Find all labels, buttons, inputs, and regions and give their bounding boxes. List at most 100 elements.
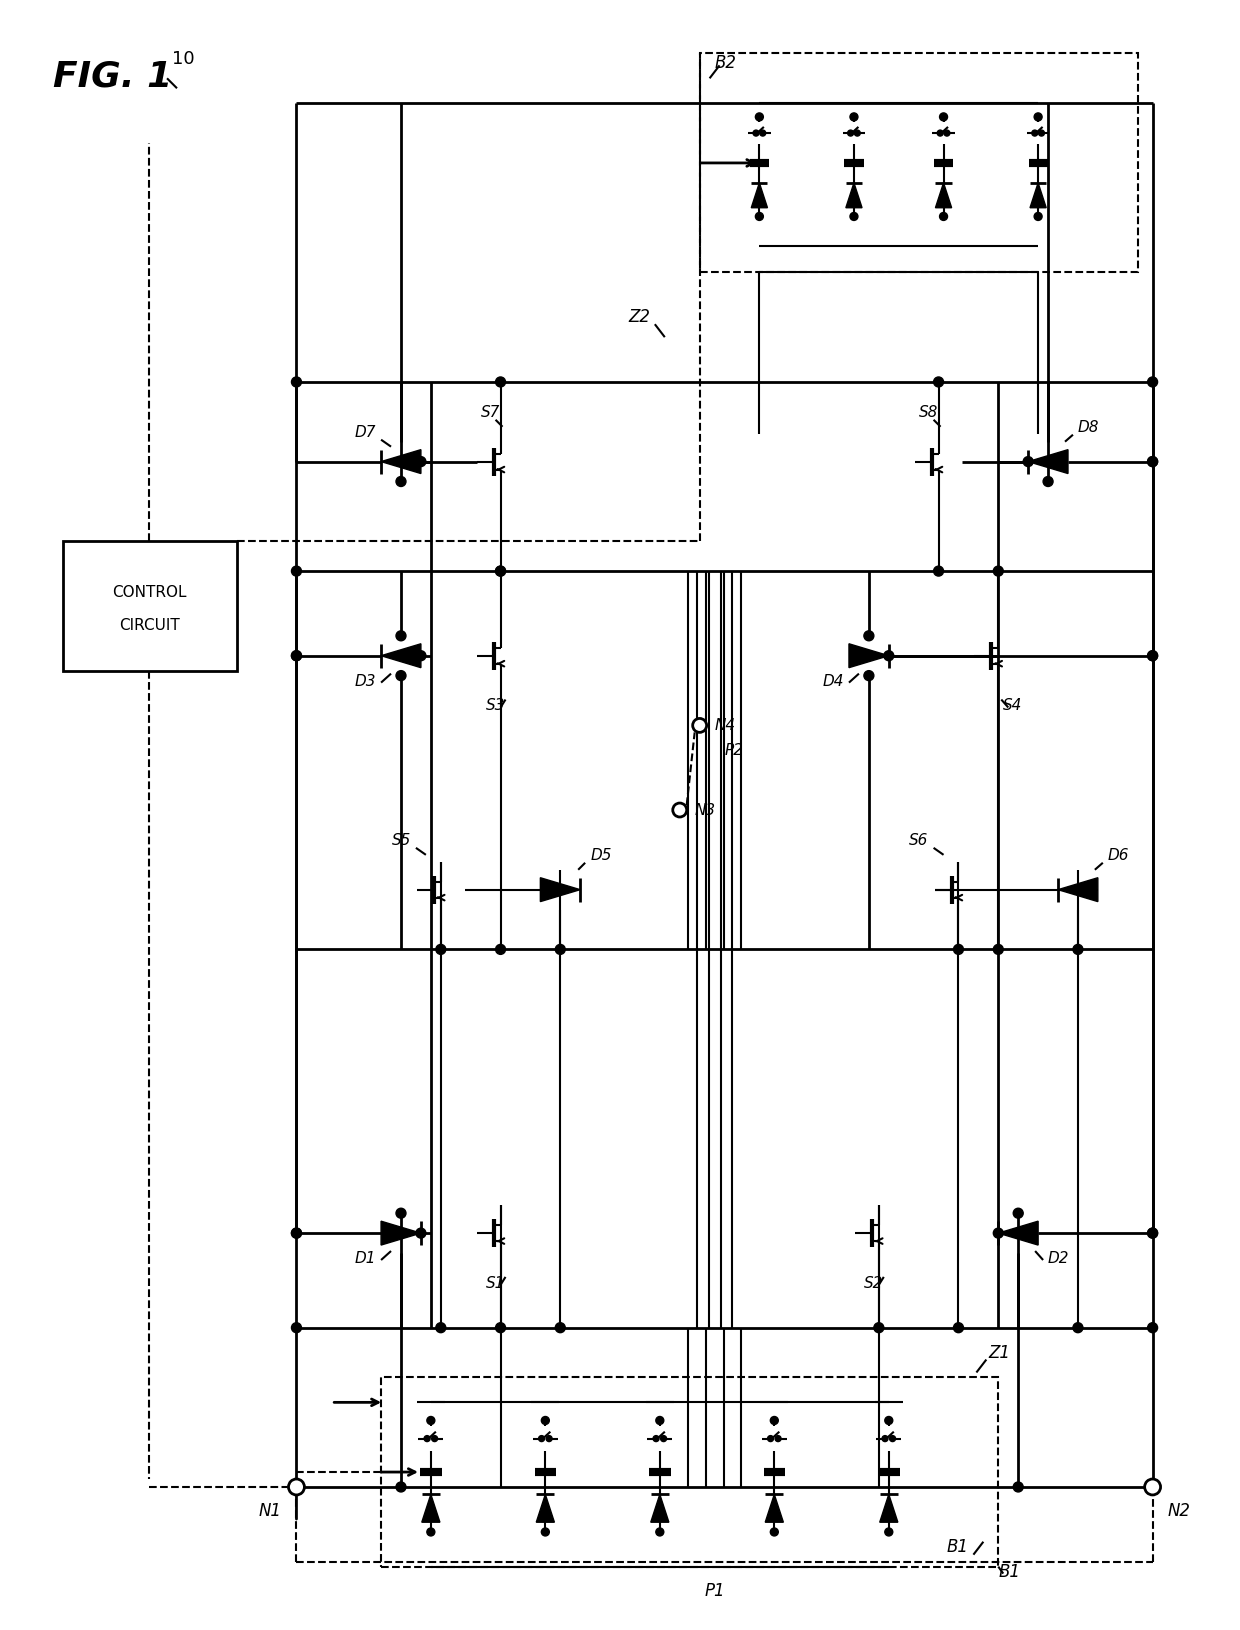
Circle shape — [993, 566, 1003, 575]
Circle shape — [496, 1322, 506, 1333]
Circle shape — [496, 377, 506, 386]
Circle shape — [661, 1436, 667, 1441]
Circle shape — [760, 130, 766, 135]
Circle shape — [427, 1416, 435, 1425]
Circle shape — [1013, 1208, 1023, 1218]
Circle shape — [415, 456, 425, 466]
Circle shape — [653, 1436, 658, 1441]
Circle shape — [291, 1227, 301, 1239]
Text: CIRCUIT: CIRCUIT — [119, 618, 180, 632]
Text: D2: D2 — [1048, 1250, 1070, 1267]
Circle shape — [854, 130, 861, 135]
Circle shape — [1034, 112, 1042, 121]
Circle shape — [289, 1478, 305, 1495]
Circle shape — [885, 1527, 893, 1535]
Circle shape — [1148, 456, 1158, 466]
Polygon shape — [651, 1495, 668, 1522]
Text: N3: N3 — [694, 802, 715, 818]
Circle shape — [556, 1322, 565, 1333]
Circle shape — [496, 566, 506, 575]
Text: P1: P1 — [704, 1581, 725, 1599]
Circle shape — [542, 1416, 549, 1425]
Circle shape — [884, 650, 894, 660]
Circle shape — [396, 1208, 405, 1218]
Text: B1: B1 — [946, 1537, 968, 1555]
Circle shape — [1034, 212, 1042, 220]
Polygon shape — [935, 183, 951, 207]
Circle shape — [432, 1436, 438, 1441]
Circle shape — [770, 1416, 779, 1425]
Circle shape — [415, 650, 425, 660]
Circle shape — [889, 1436, 895, 1441]
Circle shape — [427, 1527, 435, 1535]
Circle shape — [496, 944, 506, 955]
Circle shape — [1023, 456, 1033, 466]
Circle shape — [934, 377, 944, 386]
Polygon shape — [536, 1495, 554, 1522]
Circle shape — [753, 130, 759, 135]
Circle shape — [656, 1416, 663, 1425]
Circle shape — [1073, 1322, 1083, 1333]
Circle shape — [1148, 1227, 1158, 1239]
Circle shape — [940, 112, 947, 121]
Circle shape — [864, 670, 874, 681]
Circle shape — [496, 566, 506, 575]
Polygon shape — [381, 450, 420, 474]
Circle shape — [291, 1322, 301, 1333]
Polygon shape — [1058, 877, 1097, 901]
Polygon shape — [998, 1221, 1038, 1245]
Polygon shape — [1030, 183, 1047, 207]
Circle shape — [993, 944, 1003, 955]
Circle shape — [291, 650, 301, 660]
Text: D1: D1 — [355, 1250, 376, 1267]
Circle shape — [1148, 650, 1158, 660]
Circle shape — [1148, 1322, 1158, 1333]
Circle shape — [546, 1436, 552, 1441]
Polygon shape — [381, 644, 420, 668]
Text: D5: D5 — [590, 848, 611, 862]
Circle shape — [775, 1436, 781, 1441]
Circle shape — [396, 670, 405, 681]
Circle shape — [1145, 1478, 1161, 1495]
Text: N2: N2 — [1168, 1501, 1190, 1519]
Text: D6: D6 — [1107, 848, 1130, 862]
Text: Z2: Z2 — [627, 308, 650, 326]
Text: D8: D8 — [1078, 419, 1100, 435]
Circle shape — [937, 130, 944, 135]
Polygon shape — [1028, 450, 1068, 474]
Circle shape — [849, 112, 858, 121]
Circle shape — [934, 566, 944, 575]
Text: S3: S3 — [486, 699, 505, 714]
Circle shape — [291, 566, 301, 575]
Circle shape — [882, 1436, 888, 1441]
Circle shape — [291, 1227, 301, 1239]
Text: S2: S2 — [864, 1276, 884, 1291]
Circle shape — [435, 944, 446, 955]
Circle shape — [291, 650, 301, 660]
Circle shape — [940, 212, 947, 220]
Text: B2: B2 — [714, 54, 737, 72]
Polygon shape — [846, 183, 862, 207]
Circle shape — [944, 130, 950, 135]
Circle shape — [885, 1416, 893, 1425]
Text: Z1: Z1 — [988, 1343, 1011, 1361]
Bar — [62, 541, 237, 670]
Circle shape — [768, 1436, 774, 1441]
Text: D4: D4 — [822, 673, 844, 688]
Text: S4: S4 — [1003, 699, 1023, 714]
Circle shape — [755, 112, 764, 121]
Circle shape — [656, 1527, 663, 1535]
Text: S6: S6 — [909, 833, 929, 848]
Circle shape — [1032, 130, 1038, 135]
Text: S5: S5 — [392, 833, 410, 848]
Circle shape — [693, 719, 707, 732]
Circle shape — [1148, 377, 1158, 386]
Polygon shape — [422, 1495, 440, 1522]
Text: S8: S8 — [919, 404, 939, 421]
Polygon shape — [765, 1495, 784, 1522]
Bar — [381, 1377, 998, 1566]
Text: D7: D7 — [355, 425, 376, 440]
Circle shape — [864, 631, 874, 641]
Circle shape — [1148, 650, 1158, 660]
Text: S1: S1 — [486, 1276, 505, 1291]
